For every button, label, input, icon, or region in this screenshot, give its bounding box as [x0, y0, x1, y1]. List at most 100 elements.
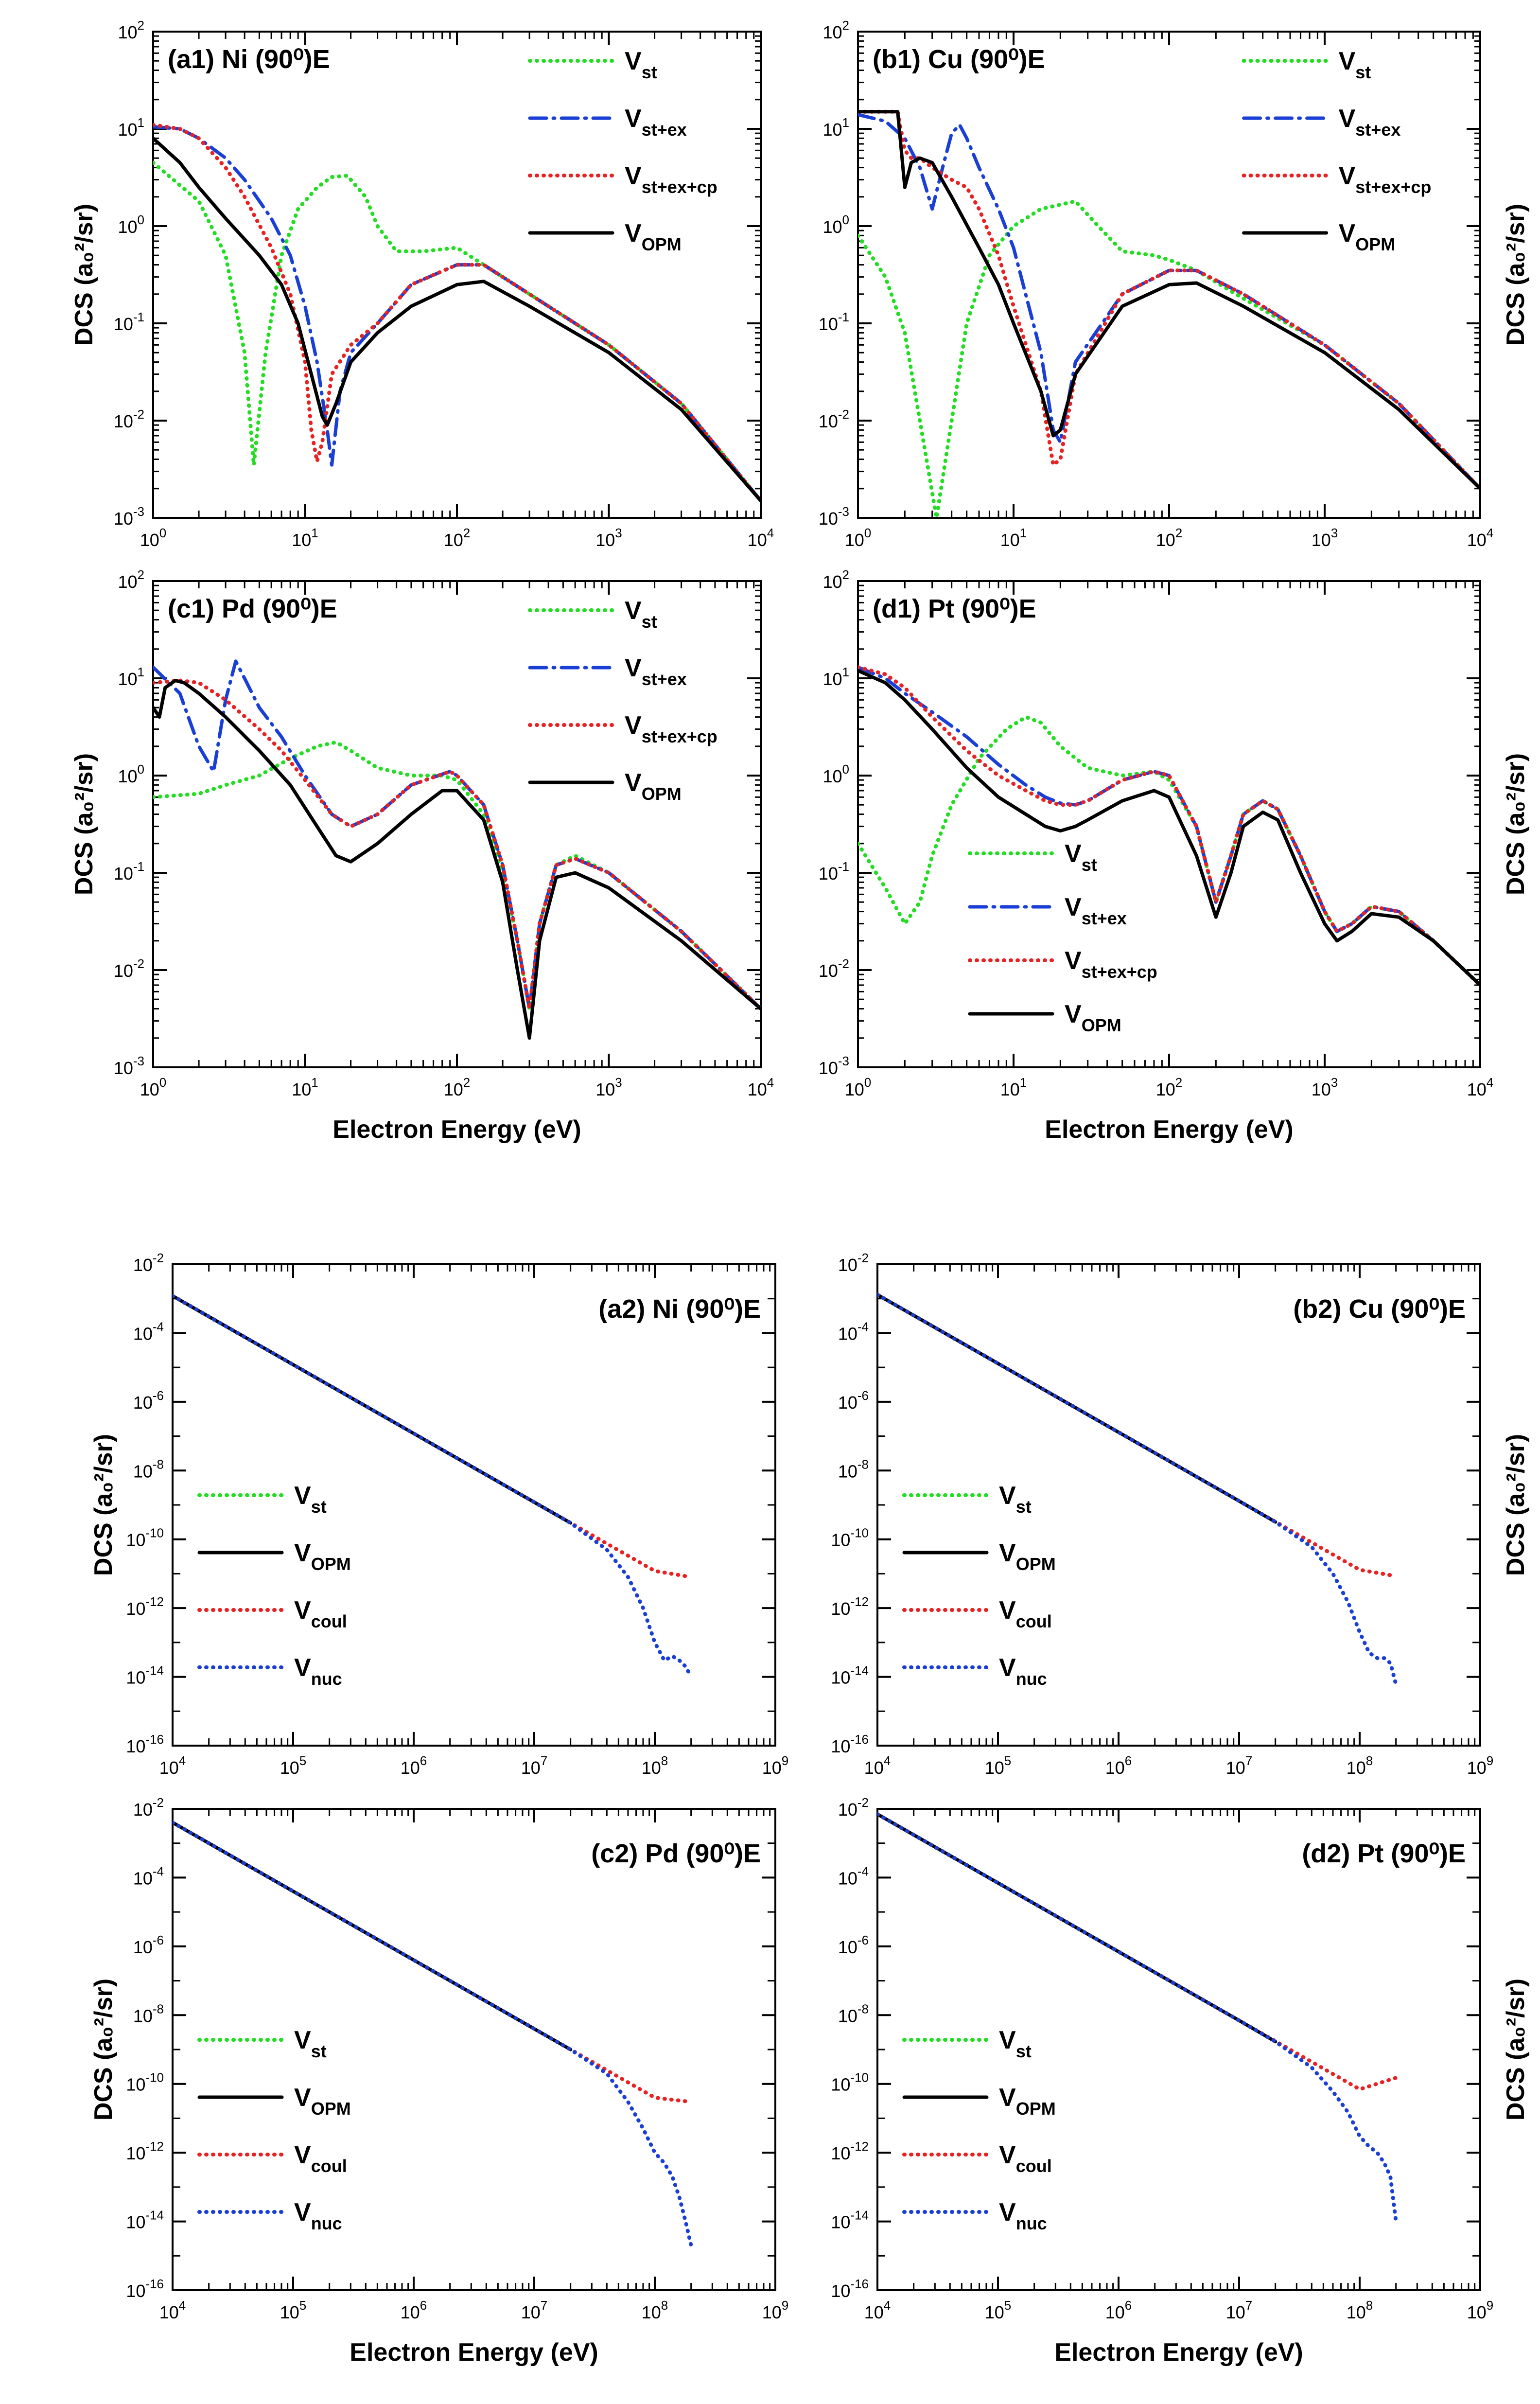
y-tick-label: 10-14	[126, 2208, 164, 2232]
plot-frame	[876, 1808, 1481, 2291]
x-tick-label: 106	[401, 2298, 427, 2322]
legend-label: Vnuc	[294, 1654, 342, 1689]
legend-label: VOPM	[294, 2084, 351, 2119]
y-tick-label: 10-10	[126, 2070, 164, 2095]
x-tick-label: 109	[1467, 2298, 1494, 2322]
x-tick-label: 104	[1467, 1075, 1494, 1099]
y-tick-label: 10-14	[831, 2208, 869, 2232]
legend-label: Vnuc	[999, 2198, 1047, 2233]
x-tick-label: 105	[985, 1753, 1012, 1778]
y-tick-label: 101	[118, 115, 144, 140]
x-axis-title: Electron Energy (eV)	[332, 1115, 581, 1144]
y-tick-label: 10-12	[126, 1594, 164, 1619]
x-tick-label: 103	[1312, 1075, 1338, 1099]
legend-label: Vst	[625, 47, 657, 82]
y-tick-label: 10-8	[838, 2001, 869, 2026]
y-tick-label: 10-3	[114, 1054, 144, 1078]
series-line-v-nuc	[877, 1292, 1398, 1687]
legend-label: Vnuc	[294, 2198, 342, 2233]
legend-label: Vst	[999, 1482, 1032, 1517]
y-tick-label: 10-10	[831, 1526, 869, 1550]
legend-label: Vst	[1339, 47, 1371, 82]
x-tick-label: 104	[864, 2298, 891, 2322]
x-tick-label: 100	[845, 526, 872, 550]
series-line-v-opm	[858, 110, 1480, 491]
legend-label: Vst	[294, 1482, 327, 1517]
x-axis-title: Electron Energy (eV)	[1054, 2338, 1303, 2367]
panel-title: (d1) Pt (90⁰)E	[873, 594, 1036, 623]
panel-title: (b1) Cu (90⁰)E	[873, 45, 1045, 74]
x-tick-label: 104	[748, 526, 774, 550]
y-tick-label: 10-2	[819, 407, 849, 431]
legend-label: Vst	[1065, 840, 1097, 875]
panel-d1: 100 101 102 103 104 10-3 10-2 10-1 100 101 102 (d1)…	[819, 567, 1530, 1144]
legend-label: Vst	[294, 2026, 327, 2061]
series-line-v-st	[858, 715, 1480, 987]
legend-label: Vst+ex+cp	[1339, 162, 1432, 197]
series-line-v-opm	[153, 679, 761, 1040]
legend-label: VOPM	[1339, 219, 1396, 254]
x-tick-label: 101	[1000, 1075, 1027, 1099]
x-tick-label: 109	[762, 2298, 789, 2322]
y-tick-label: 10-4	[838, 1864, 869, 1888]
panel-title: (c1) Pd (90⁰)E	[168, 594, 337, 623]
legend-label: Vst+ex+cp	[1065, 947, 1157, 982]
series-line-v-st	[858, 199, 1480, 518]
series-line-v-opm	[858, 669, 1480, 987]
y-tick-label: 10-8	[838, 1457, 869, 1481]
panel-title: (a2) Ni (90⁰)E	[598, 1294, 761, 1324]
y-tick-label: 10-16	[831, 1732, 869, 1756]
panel-d2: 104 105 106 107 108 109 10-16 10-14 10-12 10-10 10…	[831, 1795, 1530, 2367]
legend-label: VOPM	[1065, 1000, 1121, 1035]
series-line-v-st	[153, 160, 761, 503]
series-line-v-opm	[153, 136, 761, 503]
x-tick-label: 101	[292, 1075, 318, 1099]
y-tick-label: 100	[822, 212, 849, 237]
x-tick-label: 104	[1467, 526, 1494, 550]
panel-a1: 100 101 102 103 104 10-3 10-2 10-1 100 101 102 (a1)…	[70, 18, 774, 550]
legend-label: Vst+ex	[625, 105, 687, 140]
legend-label: Vcoul	[999, 2141, 1052, 2176]
y-tick-label: 101	[822, 665, 849, 689]
legend-label: Vst+ex	[625, 654, 687, 689]
x-tick-label: 107	[521, 2298, 548, 2322]
plot-frame	[152, 31, 762, 519]
x-axis-title: Electron Energy (eV)	[1045, 1115, 1293, 1144]
x-tick-label: 109	[1467, 1753, 1494, 1778]
x-tick-label: 100	[140, 1075, 167, 1099]
panel-title: (c2) Pd (90⁰)E	[591, 1839, 761, 1868]
panel-title: (a1) Ni (90⁰)E	[168, 45, 330, 74]
y-tick-label: 10-12	[126, 2139, 164, 2163]
series-line-v-st-ex	[858, 665, 1480, 987]
x-tick-label: 103	[595, 526, 622, 550]
series-line-v-st	[153, 740, 761, 1011]
y-tick-label: 10-1	[114, 859, 144, 884]
x-tick-label: 102	[444, 1075, 471, 1099]
x-tick-label: 109	[762, 1753, 789, 1778]
y-tick-label: 100	[118, 212, 144, 237]
y-axis-title: DCS (a₀²/sr)	[70, 753, 98, 895]
x-tick-label: 106	[401, 1753, 427, 1778]
panel-title: (d2) Pt (90⁰)E	[1302, 1839, 1466, 1868]
x-tick-label: 108	[642, 2298, 668, 2322]
legend-label: Vst+ex	[1065, 893, 1127, 928]
legend-label: VOPM	[999, 1539, 1056, 1574]
x-tick-label: 102	[1156, 526, 1183, 550]
legend-label: VOPM	[625, 769, 682, 804]
series-line-v-st-ex-cp	[858, 665, 1480, 987]
x-tick-label: 103	[595, 1075, 622, 1099]
x-tick-label: 107	[1226, 1753, 1253, 1778]
x-tick-label: 107	[1226, 2298, 1253, 2322]
y-tick-label: 10-2	[133, 1251, 164, 1275]
plot-frame	[172, 1263, 776, 1747]
y-axis-title: DCS (a₀²/sr)	[70, 204, 98, 346]
y-tick-label: 10-10	[126, 1526, 164, 1550]
series-line-v-st-ex	[858, 113, 1480, 491]
panel-c2: 104 105 106 107 108 109 10-16 10-14 10-12 10-10 10…	[89, 1795, 788, 2367]
y-tick-label: 10-12	[831, 2139, 869, 2163]
series-line-v-nuc	[877, 1812, 1398, 2224]
y-tick-label: 10-3	[114, 504, 144, 529]
y-tick-label: 10-3	[819, 504, 849, 529]
plot-frame	[876, 1263, 1481, 1747]
legend-label: Vst	[999, 2026, 1032, 2061]
